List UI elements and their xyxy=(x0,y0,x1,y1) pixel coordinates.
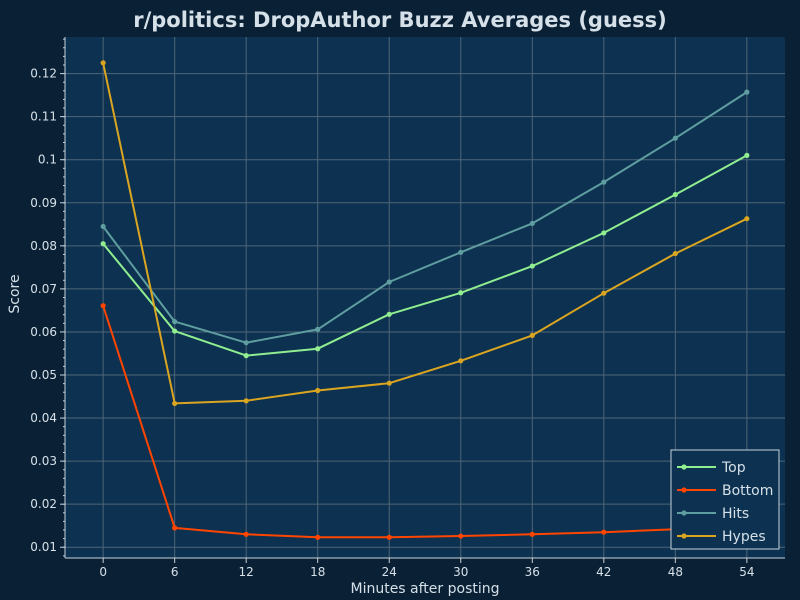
y-tick-label: 0.01 xyxy=(30,540,57,554)
y-axis-label: Score xyxy=(7,274,23,313)
x-tick-label: 0 xyxy=(99,565,107,579)
x-tick-label: 54 xyxy=(739,565,754,579)
series-line-top xyxy=(102,154,748,357)
y-tick-label: 0.07 xyxy=(30,282,57,296)
y-tick-label: 0.12 xyxy=(30,67,57,81)
series-line-bottom xyxy=(102,305,747,539)
data-point-hits xyxy=(458,249,464,255)
data-point-bottom xyxy=(243,531,249,537)
data-point-hits xyxy=(672,135,678,141)
legend-swatch-marker xyxy=(681,533,687,539)
series-layer xyxy=(100,60,750,540)
data-point-top xyxy=(458,290,464,296)
y-tick-label: 0.05 xyxy=(30,368,57,382)
data-point-hypes xyxy=(243,398,249,404)
legend-label: Top xyxy=(721,460,746,476)
data-point-hypes xyxy=(601,290,607,296)
legend-swatch-marker xyxy=(681,464,687,470)
y-tick-label: 0.06 xyxy=(30,325,57,339)
series-line-hypes xyxy=(102,62,748,405)
y-tick-label: 0.03 xyxy=(30,454,57,468)
axes: 0.01 0.02 0.03 0.04 0.05 0.06 0.07 0.08 0.09 0.1 0… xyxy=(30,37,785,579)
legend: Top Bottom Hits Hypes xyxy=(670,449,780,550)
data-point-hits xyxy=(100,223,106,230)
data-point-hypes xyxy=(172,400,178,407)
data-point-top xyxy=(243,353,249,359)
x-tick-label: 42 xyxy=(596,565,611,579)
legend-item-bottom: Bottom xyxy=(677,483,773,499)
data-point-hypes xyxy=(672,250,678,257)
series-hypes xyxy=(100,60,750,407)
data-point-top xyxy=(386,311,392,317)
x-tick-label: 6 xyxy=(171,565,179,579)
data-point-bottom xyxy=(601,529,607,535)
data-point-hits xyxy=(315,326,321,332)
data-point-bottom xyxy=(172,525,178,531)
data-point-bottom xyxy=(315,534,321,540)
y-tick-label: 0.08 xyxy=(30,239,57,253)
data-point-hits xyxy=(386,279,392,285)
data-point-bottom xyxy=(458,533,464,539)
legend-item-top: Top xyxy=(677,460,746,476)
data-point-hits xyxy=(529,220,535,227)
x-tick-label: 30 xyxy=(453,565,468,579)
data-point-hypes xyxy=(100,60,106,66)
series-hits xyxy=(100,89,750,346)
data-point-top xyxy=(100,241,106,247)
x-axis-label: Minutes after posting xyxy=(350,581,499,597)
series-line-hits xyxy=(102,91,748,344)
legend-label: Bottom xyxy=(722,483,773,499)
legend-item-hits: Hits xyxy=(677,506,749,522)
data-point-hypes xyxy=(529,332,535,338)
data-point-hypes xyxy=(458,358,464,364)
data-point-hypes xyxy=(315,387,321,394)
data-point-bottom xyxy=(386,534,392,540)
data-point-top xyxy=(529,263,535,269)
legend-label: Hypes xyxy=(722,529,766,545)
data-point-top xyxy=(672,191,678,198)
data-point-top xyxy=(315,346,321,352)
data-point-hypes xyxy=(744,216,750,222)
legend-item-hypes: Hypes xyxy=(677,529,766,545)
y-tick-label: 0.1 xyxy=(38,153,57,167)
data-point-top xyxy=(601,230,607,236)
legend-label: Hits xyxy=(722,506,749,522)
plot-area xyxy=(65,37,785,558)
y-tick-label: 0.09 xyxy=(30,196,57,210)
data-point-hypes xyxy=(386,380,392,386)
y-tick-label: 0.04 xyxy=(30,411,57,425)
data-point-hits xyxy=(744,89,750,95)
data-point-hits xyxy=(243,340,249,346)
series-top xyxy=(100,152,750,359)
data-point-bottom xyxy=(100,303,106,309)
data-point-hits xyxy=(601,179,607,185)
x-tick-label: 24 xyxy=(382,565,397,579)
grid-lines xyxy=(65,37,785,558)
data-point-bottom xyxy=(529,531,535,537)
data-point-top xyxy=(172,328,178,334)
legend-swatch-marker xyxy=(681,510,687,516)
y-tick-label: 0.02 xyxy=(30,497,57,511)
y-tick-label: 0.11 xyxy=(30,110,57,124)
legend-swatch-marker xyxy=(681,487,687,493)
data-point-hits xyxy=(172,319,178,325)
x-tick-label: 48 xyxy=(668,565,683,579)
x-tick-label: 12 xyxy=(239,565,254,579)
data-point-top xyxy=(744,152,750,159)
chart-title: r/politics: DropAuthor Buzz Averages (gu… xyxy=(133,8,667,32)
x-tick-label: 18 xyxy=(310,565,325,579)
x-tick-label: 36 xyxy=(525,565,540,579)
